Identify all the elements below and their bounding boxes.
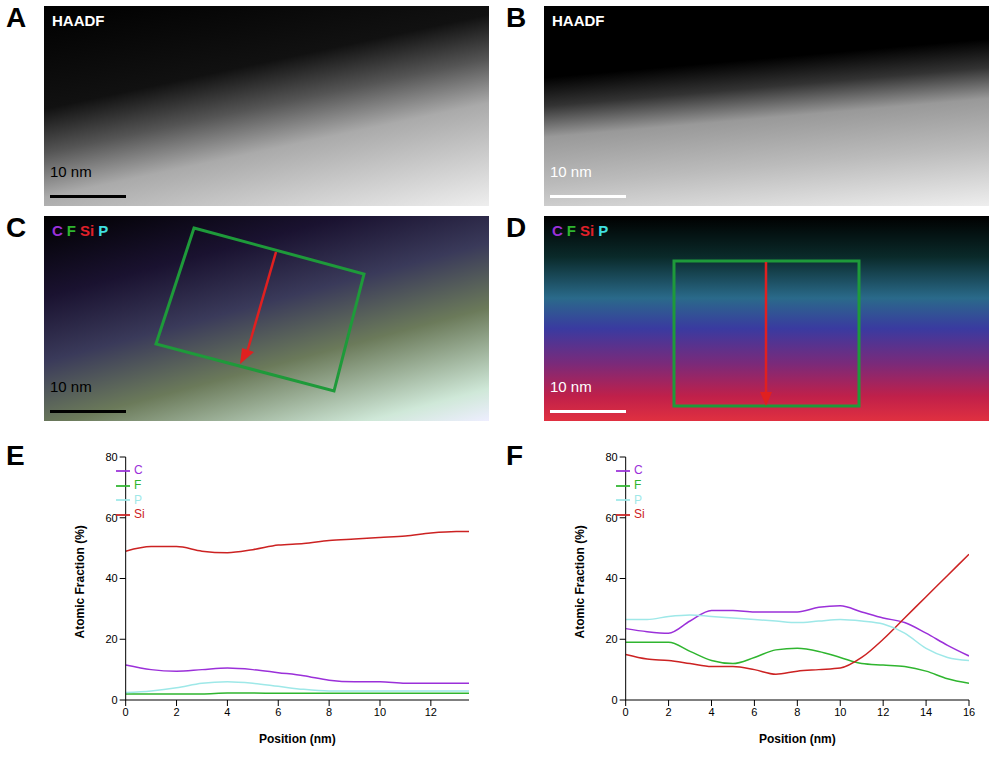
svg-text:20: 20 xyxy=(105,633,117,645)
svg-text:40: 40 xyxy=(605,572,617,584)
svg-text:0: 0 xyxy=(612,694,618,706)
html-text:C F Si P: C F Si P xyxy=(552,222,609,239)
svg-text:80: 80 xyxy=(605,451,617,463)
html-text:10 nm: 10 nm xyxy=(550,163,592,180)
svg-text:Atomic Fraction (%): Atomic Fraction (%) xyxy=(573,525,587,638)
html-text:Si: Si xyxy=(134,507,145,522)
svg-text:2: 2 xyxy=(173,706,179,718)
html-text:HAADF: HAADF xyxy=(552,12,605,29)
html-text:C: C xyxy=(6,212,27,243)
svg-text:40: 40 xyxy=(105,572,117,584)
html-text:F: F xyxy=(634,477,642,492)
svg-text:14: 14 xyxy=(920,706,932,718)
svg-text:10: 10 xyxy=(834,706,846,718)
svg-text:80: 80 xyxy=(105,451,117,463)
svg-text:60: 60 xyxy=(105,512,117,524)
html-text:B: B xyxy=(506,2,527,33)
html-text:F: F xyxy=(134,477,142,492)
html-text:C: C xyxy=(634,463,643,477)
svg-text:6: 6 xyxy=(275,706,281,718)
svg-text:12: 12 xyxy=(877,706,889,718)
html-text:10 nm: 10 nm xyxy=(50,163,92,180)
html-text:10 nm: 10 nm xyxy=(550,378,592,395)
html-text:P: P xyxy=(634,492,642,507)
svg-text:16: 16 xyxy=(963,706,975,718)
svg-text:4: 4 xyxy=(708,706,714,718)
html-text:C: C xyxy=(134,463,143,477)
html-text:D: D xyxy=(506,212,527,243)
svg-text:20: 20 xyxy=(605,633,617,645)
html-text:F: F xyxy=(506,440,524,471)
svg-text:Atomic Fraction (%): Atomic Fraction (%) xyxy=(73,525,87,638)
svg-text:8: 8 xyxy=(326,706,332,718)
html-text:HAADF: HAADF xyxy=(52,12,105,29)
html-text:E: E xyxy=(6,440,25,471)
svg-text:0: 0 xyxy=(112,694,118,706)
html-text:A: A xyxy=(6,2,27,33)
svg-text:Position (nm): Position (nm) xyxy=(259,732,336,746)
svg-text:0: 0 xyxy=(623,706,629,718)
html-text:Si: Si xyxy=(634,507,645,522)
svg-text:8: 8 xyxy=(794,706,800,718)
html-text:C F Si P: C F Si P xyxy=(52,222,109,239)
svg-text:0: 0 xyxy=(123,706,129,718)
html-text:P: P xyxy=(134,492,142,507)
html-text:10 nm: 10 nm xyxy=(50,378,92,395)
svg-text:6: 6 xyxy=(751,706,757,718)
svg-text:60: 60 xyxy=(605,512,617,524)
svg-text:2: 2 xyxy=(666,706,672,718)
svg-text:10: 10 xyxy=(374,706,386,718)
svg-text:4: 4 xyxy=(224,706,230,718)
svg-text:12: 12 xyxy=(425,706,437,718)
svg-text:Position (nm): Position (nm) xyxy=(759,732,836,746)
